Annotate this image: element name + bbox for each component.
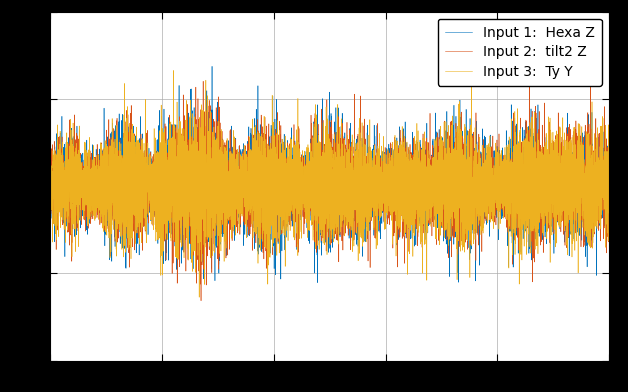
Input 1:  Hexa Z: (598, -0.0539): Hexa Z: (598, -0.0539) — [80, 190, 87, 194]
Input 1:  Hexa Z: (0, 0.0693): Hexa Z: (0, 0.0693) — [46, 176, 54, 181]
Input 3:  Ty Y: (2.66e+03, -1.02): Ty Y: (2.66e+03, -1.02) — [195, 295, 203, 299]
Input 1:  Hexa Z: (414, 0.0732): Hexa Z: (414, 0.0732) — [70, 176, 77, 181]
Input 3:  Ty Y: (4.89e+03, 0.388): Ty Y: (4.89e+03, 0.388) — [320, 142, 327, 146]
Line: Input 2:  tilt2 Z: Input 2: tilt2 Z — [50, 44, 609, 301]
Input 2:  tilt2 Z: (1.96e+03, 0.366): tilt2 Z: (1.96e+03, 0.366) — [156, 144, 163, 149]
Input 1:  Hexa Z: (1e+04, 0.142): Hexa Z: (1e+04, 0.142) — [605, 169, 613, 173]
Input 3:  Ty Y: (0, -0.105): Ty Y: (0, -0.105) — [46, 195, 54, 200]
Input 3:  Ty Y: (9.47e+03, -0.0155): Ty Y: (9.47e+03, -0.0155) — [576, 185, 583, 190]
Input 1:  Hexa Z: (9.47e+03, 0.355): Hexa Z: (9.47e+03, 0.355) — [576, 145, 583, 150]
Input 2:  tilt2 Z: (414, -0.327): tilt2 Z: (414, -0.327) — [70, 220, 77, 224]
Input 2:  tilt2 Z: (2.7e+03, -1.05): tilt2 Z: (2.7e+03, -1.05) — [197, 298, 205, 303]
Input 2:  tilt2 Z: (8.57e+03, 1.3): tilt2 Z: (8.57e+03, 1.3) — [526, 42, 533, 47]
Input 3:  Ty Y: (45, -0.0391): Ty Y: (45, -0.0391) — [49, 188, 57, 193]
Input 1:  Hexa Z: (2.9e+03, 1.1): Hexa Z: (2.9e+03, 1.1) — [208, 64, 216, 69]
Input 1:  Hexa Z: (1.96e+03, -0.0122): Hexa Z: (1.96e+03, -0.0122) — [156, 185, 163, 190]
Input 3:  Ty Y: (414, -0.252): Ty Y: (414, -0.252) — [70, 211, 77, 216]
Input 2:  tilt2 Z: (1e+04, 0.214): tilt2 Z: (1e+04, 0.214) — [605, 161, 613, 165]
Input 3:  Ty Y: (2.2e+03, 1.06): Ty Y: (2.2e+03, 1.06) — [170, 68, 177, 73]
Input 2:  tilt2 Z: (9.47e+03, -0.0872): tilt2 Z: (9.47e+03, -0.0872) — [576, 193, 583, 198]
Input 3:  Ty Y: (1.96e+03, -0.0825): Ty Y: (1.96e+03, -0.0825) — [156, 193, 163, 198]
Input 2:  tilt2 Z: (0, 0.0359): tilt2 Z: (0, 0.0359) — [46, 180, 54, 185]
Legend: Input 1:  Hexa Z, Input 2:  tilt2 Z, Input 3:  Ty Y: Input 1: Hexa Z, Input 2: tilt2 Z, Input… — [438, 19, 602, 86]
Input 2:  tilt2 Z: (4.89e+03, -0.388): tilt2 Z: (4.89e+03, -0.388) — [320, 226, 327, 231]
Input 1:  Hexa Z: (45, -0.12): Hexa Z: (45, -0.12) — [49, 197, 57, 201]
Input 1:  Hexa Z: (4.89e+03, -0.214): Hexa Z: (4.89e+03, -0.214) — [320, 207, 327, 212]
Input 3:  Ty Y: (1e+04, -0.0564): Ty Y: (1e+04, -0.0564) — [605, 190, 613, 195]
Input 3:  Ty Y: (598, -0.0956): Ty Y: (598, -0.0956) — [80, 194, 87, 199]
Line: Input 1:  Hexa Z: Input 1: Hexa Z — [50, 66, 609, 283]
Line: Input 3:  Ty Y: Input 3: Ty Y — [50, 71, 609, 297]
Input 2:  tilt2 Z: (45, -0.0965): tilt2 Z: (45, -0.0965) — [49, 194, 57, 199]
Input 1:  Hexa Z: (4.78e+03, -0.885): Hexa Z: (4.78e+03, -0.885) — [313, 280, 321, 285]
Input 2:  tilt2 Z: (598, 0.0207): tilt2 Z: (598, 0.0207) — [80, 181, 87, 186]
